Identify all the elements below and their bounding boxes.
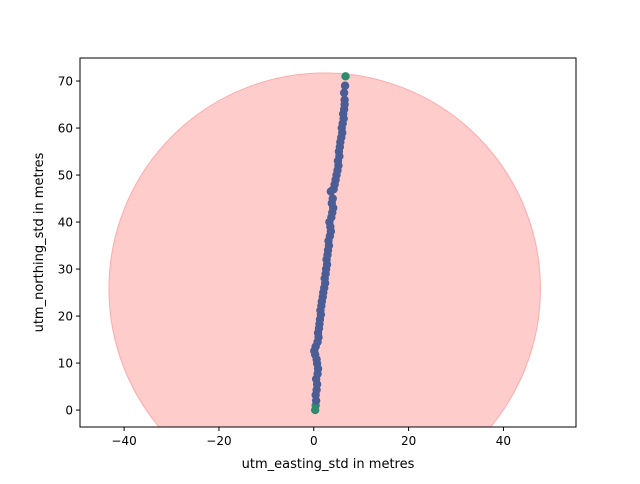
scatter-points (310, 72, 350, 415)
y-tick-label: 10 (58, 357, 73, 371)
y-tick-label: 50 (58, 169, 73, 183)
x-tick-label: 20 (401, 434, 416, 448)
y-tick-label: 0 (65, 404, 73, 418)
x-tick-label: 0 (310, 434, 318, 448)
plot-frame (79, 57, 577, 428)
y-tick-label: 70 (58, 75, 73, 89)
x-axis-ticks: −40 −20 0 20 40 (111, 427, 511, 448)
x-tick-label: −20 (206, 434, 231, 448)
data-point (340, 95, 349, 105)
y-axis-ticks: 0 10 20 30 40 50 60 70 (58, 75, 80, 418)
x-tick-label: 40 (496, 434, 511, 448)
data-point (328, 194, 337, 203)
data-point (339, 88, 349, 97)
x-tick-label: −40 (111, 434, 136, 448)
x-axis-label: utm_easting_std in metres (242, 457, 415, 472)
data-point (340, 81, 350, 90)
y-tick-label: 30 (58, 263, 73, 277)
y-tick-label: 20 (58, 310, 73, 324)
y-tick-label: 60 (58, 122, 73, 136)
y-tick-label: 40 (58, 216, 73, 230)
y-axis-label: utm_northing_std in metres (32, 152, 47, 332)
data-point (341, 72, 350, 81)
